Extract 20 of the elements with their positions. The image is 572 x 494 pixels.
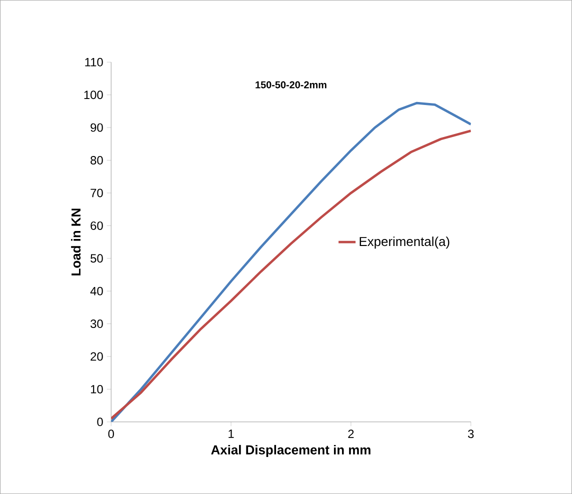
- y-tick-label: 80: [90, 156, 103, 164]
- y-tick-label: 10: [90, 384, 103, 394]
- text: 150-50-20-2mm: [256, 81, 326, 88]
- y-tick-label: 20: [90, 352, 103, 361]
- y-tick-label: 90: [90, 123, 103, 132]
- y-tick-label: 40: [90, 286, 103, 296]
- y-axis-title: Load in KN: [71, 208, 81, 276]
- legend-label: Experimental(a): [360, 236, 450, 249]
- x-tick-label: 2: [348, 430, 354, 438]
- y-tick-label: 60: [90, 221, 103, 230]
- x-tick-label: 1: [228, 430, 234, 438]
- y-tick-label: 100: [84, 90, 103, 100]
- y-tick-label: 110: [85, 58, 103, 66]
- y-tick-label: 30: [90, 320, 103, 328]
- y-tick-label: 70: [90, 188, 103, 198]
- y-tick-label: 0: [97, 418, 103, 426]
- x-tick-label: 0: [108, 430, 114, 438]
- y-tick-label: 50: [90, 254, 103, 263]
- x-axis-title: Axial Displacement in mm: [211, 444, 370, 458]
- x-tick-label: 3: [468, 430, 474, 438]
